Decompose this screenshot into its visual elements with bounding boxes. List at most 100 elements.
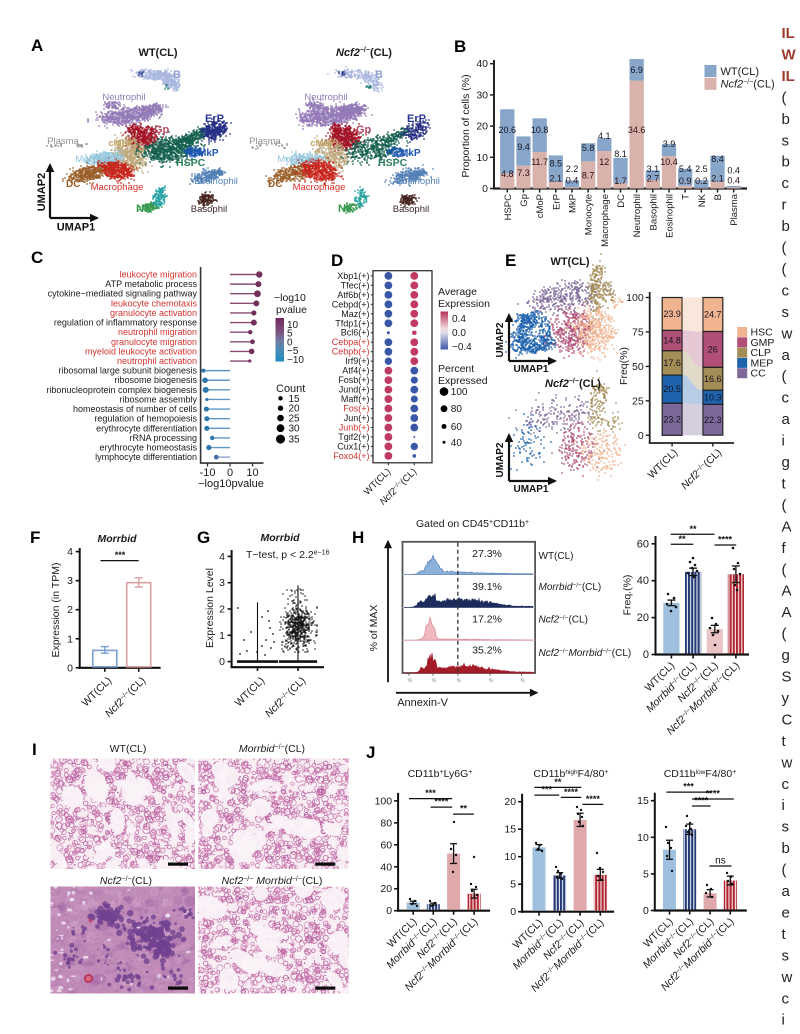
- svg-text:DC: DC: [268, 179, 282, 190]
- svg-text:Morrbid−/−(CL): Morrbid−/−(CL): [539, 582, 602, 593]
- svg-text:(: (: [782, 497, 787, 514]
- svg-text:D: D: [331, 251, 343, 270]
- svg-text:i: i: [782, 797, 785, 814]
- svg-text:****: ****: [586, 794, 601, 804]
- svg-text:11.7: 11.7: [531, 157, 548, 167]
- svg-text:10: 10: [504, 851, 516, 863]
- svg-text:27.3%: 27.3%: [472, 548, 502, 560]
- svg-text:Average: Average: [438, 286, 477, 298]
- svg-text:WT(CL): WT(CL): [110, 743, 147, 755]
- svg-text:20: 20: [380, 883, 392, 895]
- svg-text:Fos(+): Fos(+): [343, 404, 369, 414]
- svg-text:14.8: 14.8: [663, 336, 681, 346]
- svg-text:10.8: 10.8: [531, 125, 549, 135]
- svg-text:g: g: [782, 647, 790, 664]
- svg-text:8.7: 8.7: [582, 171, 595, 181]
- svg-text:s: s: [782, 947, 790, 964]
- svg-text:WT(CL): WT(CL): [721, 66, 760, 78]
- svg-text:23.2: 23.2: [663, 414, 681, 424]
- svg-text:3: 3: [219, 577, 225, 589]
- svg-text:Maz(+): Maz(+): [341, 309, 369, 319]
- svg-text:2.5: 2.5: [695, 164, 708, 174]
- svg-text:c: c: [782, 776, 790, 793]
- svg-text:1: 1: [219, 630, 225, 642]
- svg-text:8.1: 8.1: [614, 149, 627, 159]
- svg-text:22.3: 22.3: [704, 415, 722, 425]
- svg-text:CD11b+Ly6G+: CD11b+Ly6G+: [408, 768, 473, 780]
- svg-text:S: S: [782, 669, 792, 686]
- svg-text:−5: −5: [287, 346, 299, 357]
- svg-text:0.4: 0.4: [452, 314, 466, 325]
- svg-text:10: 10: [246, 467, 258, 479]
- svg-text:Plasma: Plasma: [47, 136, 79, 147]
- svg-text:30: 30: [476, 89, 488, 101]
- svg-text:17.2%: 17.2%: [472, 614, 502, 626]
- svg-text:c: c: [782, 175, 790, 192]
- svg-text:G: G: [197, 528, 210, 547]
- svg-text:10: 10: [431, 677, 438, 684]
- svg-text:***: ***: [425, 788, 436, 798]
- svg-text:7.3: 7.3: [517, 168, 530, 178]
- svg-text:10: 10: [287, 320, 299, 331]
- svg-text:B: B: [375, 69, 383, 81]
- svg-text:Eosinophil: Eosinophil: [194, 176, 238, 187]
- svg-text:b: b: [782, 111, 790, 128]
- svg-text:−0.4: −0.4: [452, 342, 472, 353]
- svg-text:B: B: [173, 69, 181, 81]
- svg-text:A: A: [782, 583, 792, 600]
- svg-text:40: 40: [476, 58, 488, 70]
- svg-text:T: T: [363, 194, 370, 206]
- svg-text:Ncf2−/−(CL): Ncf2−/−(CL): [336, 47, 392, 59]
- svg-text:Neutrophil: Neutrophil: [102, 92, 145, 103]
- svg-text:40: 40: [637, 575, 649, 587]
- svg-text:W: W: [782, 46, 797, 63]
- svg-text:myeloid leukocyte activation: myeloid leukocyte activation: [85, 346, 197, 356]
- svg-text:0: 0: [510, 906, 516, 918]
- svg-text:B: B: [713, 194, 724, 200]
- svg-text:****: ****: [694, 796, 709, 806]
- svg-text:IL: IL: [782, 68, 795, 85]
- svg-text:F: F: [30, 528, 40, 547]
- svg-text:CD11blowF4/80+: CD11blowF4/80+: [664, 768, 737, 780]
- svg-text:17.6: 17.6: [663, 358, 681, 368]
- svg-text:Expression: Expression: [438, 298, 490, 310]
- svg-text:t: t: [782, 475, 787, 492]
- svg-text:DC: DC: [616, 194, 627, 208]
- svg-text:40: 40: [451, 438, 463, 449]
- svg-text:34.6: 34.6: [628, 125, 646, 135]
- svg-text:Foxo4(+): Foxo4(+): [333, 451, 369, 461]
- svg-text:Gp: Gp: [154, 124, 170, 136]
- svg-text:Maff(+): Maff(+): [341, 394, 370, 404]
- svg-text:0.4: 0.4: [727, 166, 740, 176]
- svg-text:60: 60: [380, 839, 392, 851]
- svg-text:A: A: [782, 604, 792, 621]
- svg-text:Tfec(+): Tfec(+): [341, 280, 370, 290]
- svg-text:MkP: MkP: [567, 194, 578, 213]
- svg-text:t: t: [782, 926, 787, 943]
- svg-text:Macrophage: Macrophage: [293, 182, 346, 193]
- svg-text:5.4: 5.4: [679, 164, 692, 174]
- svg-text:1: 1: [67, 633, 73, 645]
- svg-text:1.7: 1.7: [614, 176, 627, 186]
- svg-text:granulocyte migration: granulocyte migration: [111, 337, 197, 347]
- svg-text:Atf6b(+): Atf6b(+): [337, 290, 369, 300]
- svg-text:0: 0: [386, 905, 392, 917]
- svg-text:leukocyte chemotaxis: leukocyte chemotaxis: [111, 298, 198, 308]
- svg-text:15: 15: [504, 824, 516, 836]
- svg-text:WT(CL): WT(CL): [233, 675, 267, 709]
- svg-text:6.9: 6.9: [630, 65, 643, 75]
- svg-text:20: 20: [637, 612, 649, 624]
- svg-text:granulocyte activation: granulocyte activation: [110, 308, 197, 318]
- svg-text:UMAP1: UMAP1: [513, 364, 548, 375]
- svg-text:H: H: [352, 528, 364, 547]
- svg-text:NK: NK: [136, 203, 152, 215]
- svg-text:(: (: [782, 89, 787, 106]
- svg-text:16.6: 16.6: [704, 374, 722, 384]
- svg-text:Morrbid: Morrbid: [260, 532, 300, 544]
- svg-text:25: 25: [289, 414, 301, 425]
- svg-text:−log10pvalue: −log10pvalue: [198, 478, 264, 490]
- svg-text:IL: IL: [782, 25, 795, 42]
- svg-text:b: b: [782, 218, 790, 235]
- svg-text:UMAP2: UMAP2: [36, 173, 48, 212]
- svg-text:**: **: [460, 804, 468, 814]
